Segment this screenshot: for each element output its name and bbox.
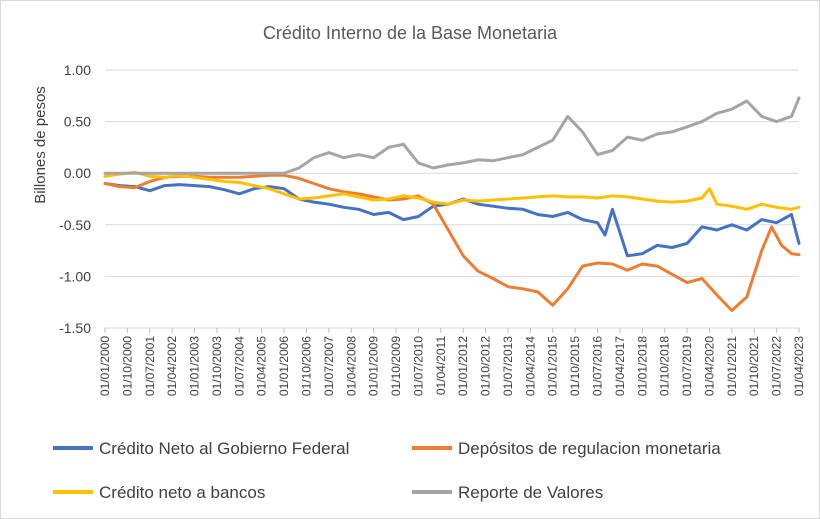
x-tick-label: 01/01/2021	[725, 336, 739, 396]
x-tick-label: 01/07/2007	[322, 336, 336, 396]
y-axis-label: Billones de pesos	[32, 86, 49, 204]
x-tick-label: 01/07/2004	[232, 336, 246, 396]
x-tick-label: 01/04/2011	[434, 336, 448, 395]
x-tick-label: 01/01/2003	[188, 336, 202, 396]
x-tick-label: 01/10/2015	[568, 336, 582, 396]
x-tick-label: 01/01/2018	[635, 336, 649, 396]
y-tick-label: 1.00	[64, 62, 91, 78]
series-line-4	[103, 96, 801, 175]
y-tick-label: -0.50	[59, 217, 91, 233]
legend: Crédito Neto al Gobierno Federal Depósito…	[53, 439, 721, 502]
x-tick-label: 01/04/2008	[344, 336, 358, 396]
legend-label: Depósitos de regulacion monetaria	[458, 439, 721, 458]
x-tick-label: 01/07/2010	[411, 336, 425, 396]
x-tick-label: 01/04/2020	[702, 336, 716, 396]
series-line-1	[103, 182, 801, 258]
x-tick-label: 01/07/2001	[143, 336, 157, 396]
x-tick-label: 01/10/2000	[120, 336, 134, 396]
x-tick-label: 01/04/2017	[613, 336, 627, 396]
y-axis: 1.00 0.50 0.00 -0.50 -1.00 -1.50	[59, 62, 91, 336]
x-tick-label: 01/07/2016	[591, 336, 605, 396]
x-tick-label: 01/10/2012	[479, 336, 493, 396]
x-axis: 01/01/2000 01/10/2000 01/07/2001 01/04/2002…	[98, 328, 806, 396]
y-tick-label: 0.50	[64, 114, 91, 130]
x-tick-label: 01/04/2002	[165, 336, 179, 396]
x-tick-label: 01/07/2022	[770, 336, 784, 396]
y-tick-label: 0.00	[64, 165, 91, 181]
x-tick-label: 01/07/2019	[680, 336, 694, 396]
x-tick-label: 01/01/2006	[277, 336, 291, 396]
legend-label: Crédito neto a bancos	[99, 483, 265, 502]
x-tick-label: 01/01/2012	[456, 336, 470, 396]
x-tick-label: 01/10/2006	[299, 336, 313, 396]
x-tick-label: 01/10/2018	[658, 336, 672, 396]
x-tick-label: 01/10/2009	[389, 336, 403, 396]
x-tick-label: 01/04/2014	[523, 336, 537, 396]
x-tick-label: 01/10/2003	[210, 336, 224, 396]
x-tick-label: 01/07/2013	[501, 336, 515, 396]
y-tick-label: -1.50	[59, 320, 91, 336]
series-line-2	[103, 173, 801, 312]
x-tick-label: 01/04/2005	[255, 336, 269, 396]
series-line-3	[103, 170, 801, 211]
x-tick-label: 01/01/2009	[367, 336, 381, 396]
legend-label: Reporte de Valores	[458, 483, 603, 502]
series-layer	[103, 96, 801, 312]
x-tick-label: 01/01/2015	[546, 336, 560, 396]
legend-label: Crédito Neto al Gobierno Federal	[99, 439, 349, 458]
y-tick-label: -1.00	[59, 268, 91, 284]
x-tick-label: 01/01/2000	[98, 336, 112, 396]
x-tick-label: 01/04/2023	[792, 336, 806, 396]
chart-title: Crédito Interno de la Base Monetaria	[263, 23, 558, 43]
x-tick-label: 01/10/2021	[747, 336, 761, 396]
